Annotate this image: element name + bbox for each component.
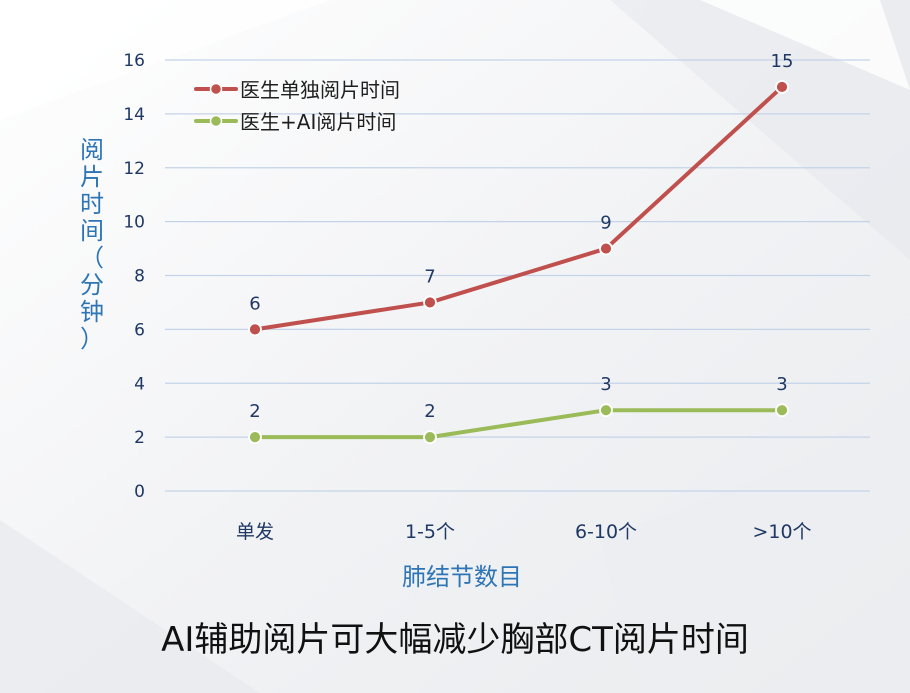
data-label: 9 (600, 213, 611, 234)
x-axis-ticks: 单发 1-5个 6-10个 >10个 (236, 521, 812, 543)
data-point (775, 403, 789, 418)
legend-marker (209, 82, 223, 96)
y-tick-label: 16 (123, 51, 145, 71)
data-label: 7 (424, 266, 435, 287)
series-line (253, 84, 784, 332)
y-axis-label-char: 阅 (80, 136, 104, 164)
y-axis-label-char: 间 (80, 217, 104, 245)
series-2: 2 2 3 3 (248, 374, 789, 445)
data-point (423, 430, 437, 445)
legend-item: 医生单独阅片时间 (194, 78, 400, 102)
data-label: 6 (249, 293, 260, 314)
y-axis-ticks: 0 2 4 6 8 10 12 14 16 (123, 51, 145, 502)
legend-marker (209, 114, 223, 128)
y-tick-label: 6 (134, 320, 145, 340)
y-tick-label: 8 (134, 267, 145, 287)
y-axis-label: 阅片时间（分钟） (80, 136, 104, 353)
data-label: 3 (600, 374, 611, 395)
legend-item: 医生+AI阅片时间 (194, 110, 396, 134)
y-tick-label: 14 (123, 105, 145, 125)
data-label: 15 (771, 51, 794, 72)
series-1: 6 7 9 15 (248, 51, 794, 337)
y-axis-label-char: 片 (80, 163, 104, 191)
y-tick-label: 4 (134, 374, 145, 394)
x-tick-label: 单发 (236, 521, 274, 543)
y-tick-label: 0 (134, 482, 145, 502)
data-point (248, 322, 262, 337)
y-axis-label-char: （ (80, 244, 104, 272)
y-axis-label-char: ） (80, 325, 104, 353)
slide-caption: AI辅助阅片可大幅减少胸部CT阅片时间 (161, 620, 749, 660)
x-tick-label: 1-5个 (405, 521, 455, 543)
legend-label: 医生单独阅片时间 (240, 78, 400, 102)
data-label: 2 (249, 401, 260, 422)
data-point (423, 295, 437, 310)
y-tick-label: 12 (123, 159, 145, 179)
series-line (253, 408, 784, 440)
data-point (599, 403, 613, 418)
x-axis-label: 肺结节数目 (402, 563, 522, 591)
data-point (248, 430, 262, 445)
y-tick-label: 2 (134, 428, 145, 448)
x-tick-label: 6-10个 (575, 521, 637, 543)
legend-label: 医生+AI阅片时间 (240, 110, 396, 134)
data-label: 3 (776, 374, 787, 395)
series: 6 7 9 15 2 2 3 3 (248, 51, 794, 445)
y-axis-label-char: 分 (80, 271, 104, 299)
data-point (599, 241, 613, 256)
data-label: 2 (424, 401, 435, 422)
x-tick-label: >10个 (752, 521, 811, 543)
y-tick-label: 10 (123, 213, 145, 233)
y-axis-label-char: 钟 (80, 298, 104, 326)
data-point (775, 80, 789, 94)
y-axis-label-char: 时 (80, 190, 104, 218)
